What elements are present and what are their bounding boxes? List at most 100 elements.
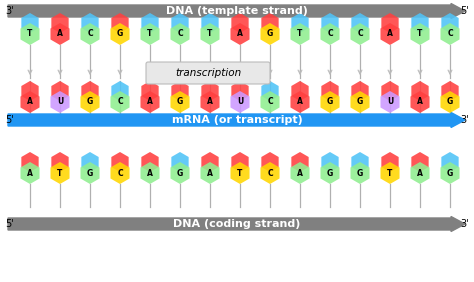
FancyArrow shape <box>8 113 465 127</box>
Polygon shape <box>171 13 189 33</box>
Polygon shape <box>21 152 39 172</box>
FancyArrow shape <box>8 3 465 19</box>
Polygon shape <box>110 23 129 45</box>
Polygon shape <box>201 23 219 45</box>
Text: A: A <box>207 98 213 107</box>
Text: 3': 3' <box>460 219 469 229</box>
FancyBboxPatch shape <box>146 62 270 84</box>
Polygon shape <box>20 23 39 45</box>
Polygon shape <box>51 152 69 172</box>
Polygon shape <box>231 13 249 33</box>
Polygon shape <box>411 81 428 101</box>
Polygon shape <box>230 162 249 184</box>
Polygon shape <box>440 91 459 113</box>
Text: 5': 5' <box>5 115 14 125</box>
Polygon shape <box>320 23 339 45</box>
Polygon shape <box>231 81 249 101</box>
Polygon shape <box>171 152 189 172</box>
Polygon shape <box>320 162 339 184</box>
Polygon shape <box>441 152 459 172</box>
Text: A: A <box>417 98 423 107</box>
Polygon shape <box>111 13 128 33</box>
Polygon shape <box>261 81 279 101</box>
Text: G: G <box>327 98 333 107</box>
Polygon shape <box>440 162 459 184</box>
Polygon shape <box>20 91 39 113</box>
Polygon shape <box>320 91 339 113</box>
Text: G: G <box>177 98 183 107</box>
Text: A: A <box>27 98 33 107</box>
Text: T: T <box>417 30 423 39</box>
Text: C: C <box>117 169 123 177</box>
Polygon shape <box>50 23 70 45</box>
Text: U: U <box>387 98 393 107</box>
Polygon shape <box>381 162 400 184</box>
Polygon shape <box>50 91 70 113</box>
Polygon shape <box>261 91 280 113</box>
Text: DNA (coding strand): DNA (coding strand) <box>173 219 301 229</box>
Text: T: T <box>27 30 33 39</box>
Polygon shape <box>171 91 190 113</box>
Polygon shape <box>81 91 100 113</box>
Polygon shape <box>351 81 369 101</box>
Text: 5': 5' <box>5 219 14 229</box>
Text: A: A <box>297 98 303 107</box>
Text: DNA (template strand): DNA (template strand) <box>166 6 308 16</box>
Text: A: A <box>147 98 153 107</box>
Text: 3': 3' <box>5 6 14 16</box>
Polygon shape <box>141 13 159 33</box>
Polygon shape <box>261 13 279 33</box>
Text: G: G <box>327 169 333 177</box>
Polygon shape <box>231 152 249 172</box>
Polygon shape <box>141 152 159 172</box>
Polygon shape <box>351 152 369 172</box>
Polygon shape <box>441 13 459 33</box>
Polygon shape <box>82 13 99 33</box>
Text: T: T <box>57 169 63 177</box>
Polygon shape <box>291 162 310 184</box>
Polygon shape <box>410 162 429 184</box>
Polygon shape <box>82 81 99 101</box>
Text: G: G <box>447 98 453 107</box>
Polygon shape <box>51 81 69 101</box>
Text: A: A <box>297 169 303 177</box>
Polygon shape <box>140 91 160 113</box>
Text: A: A <box>27 169 33 177</box>
Polygon shape <box>140 23 160 45</box>
Polygon shape <box>292 81 309 101</box>
Text: transcription: transcription <box>175 68 241 78</box>
Text: C: C <box>327 30 333 39</box>
Polygon shape <box>291 91 310 113</box>
Text: G: G <box>267 30 273 39</box>
Text: C: C <box>177 30 183 39</box>
Text: A: A <box>237 30 243 39</box>
Text: 3': 3' <box>460 115 469 125</box>
Polygon shape <box>440 23 459 45</box>
Polygon shape <box>110 162 129 184</box>
Polygon shape <box>321 81 338 101</box>
Text: A: A <box>387 30 393 39</box>
Text: T: T <box>237 169 243 177</box>
Polygon shape <box>410 91 429 113</box>
Polygon shape <box>292 152 309 172</box>
Polygon shape <box>110 91 129 113</box>
Polygon shape <box>261 23 280 45</box>
Polygon shape <box>230 23 249 45</box>
Text: 5': 5' <box>460 6 469 16</box>
Text: U: U <box>237 98 243 107</box>
Polygon shape <box>291 23 310 45</box>
Polygon shape <box>20 162 39 184</box>
Polygon shape <box>82 152 99 172</box>
Polygon shape <box>350 91 370 113</box>
Polygon shape <box>350 23 370 45</box>
Polygon shape <box>141 81 159 101</box>
Polygon shape <box>81 23 100 45</box>
Polygon shape <box>201 162 219 184</box>
Polygon shape <box>441 81 459 101</box>
Polygon shape <box>381 91 400 113</box>
Polygon shape <box>111 81 128 101</box>
Polygon shape <box>261 152 279 172</box>
Polygon shape <box>292 13 309 33</box>
Polygon shape <box>411 152 428 172</box>
Polygon shape <box>381 23 400 45</box>
